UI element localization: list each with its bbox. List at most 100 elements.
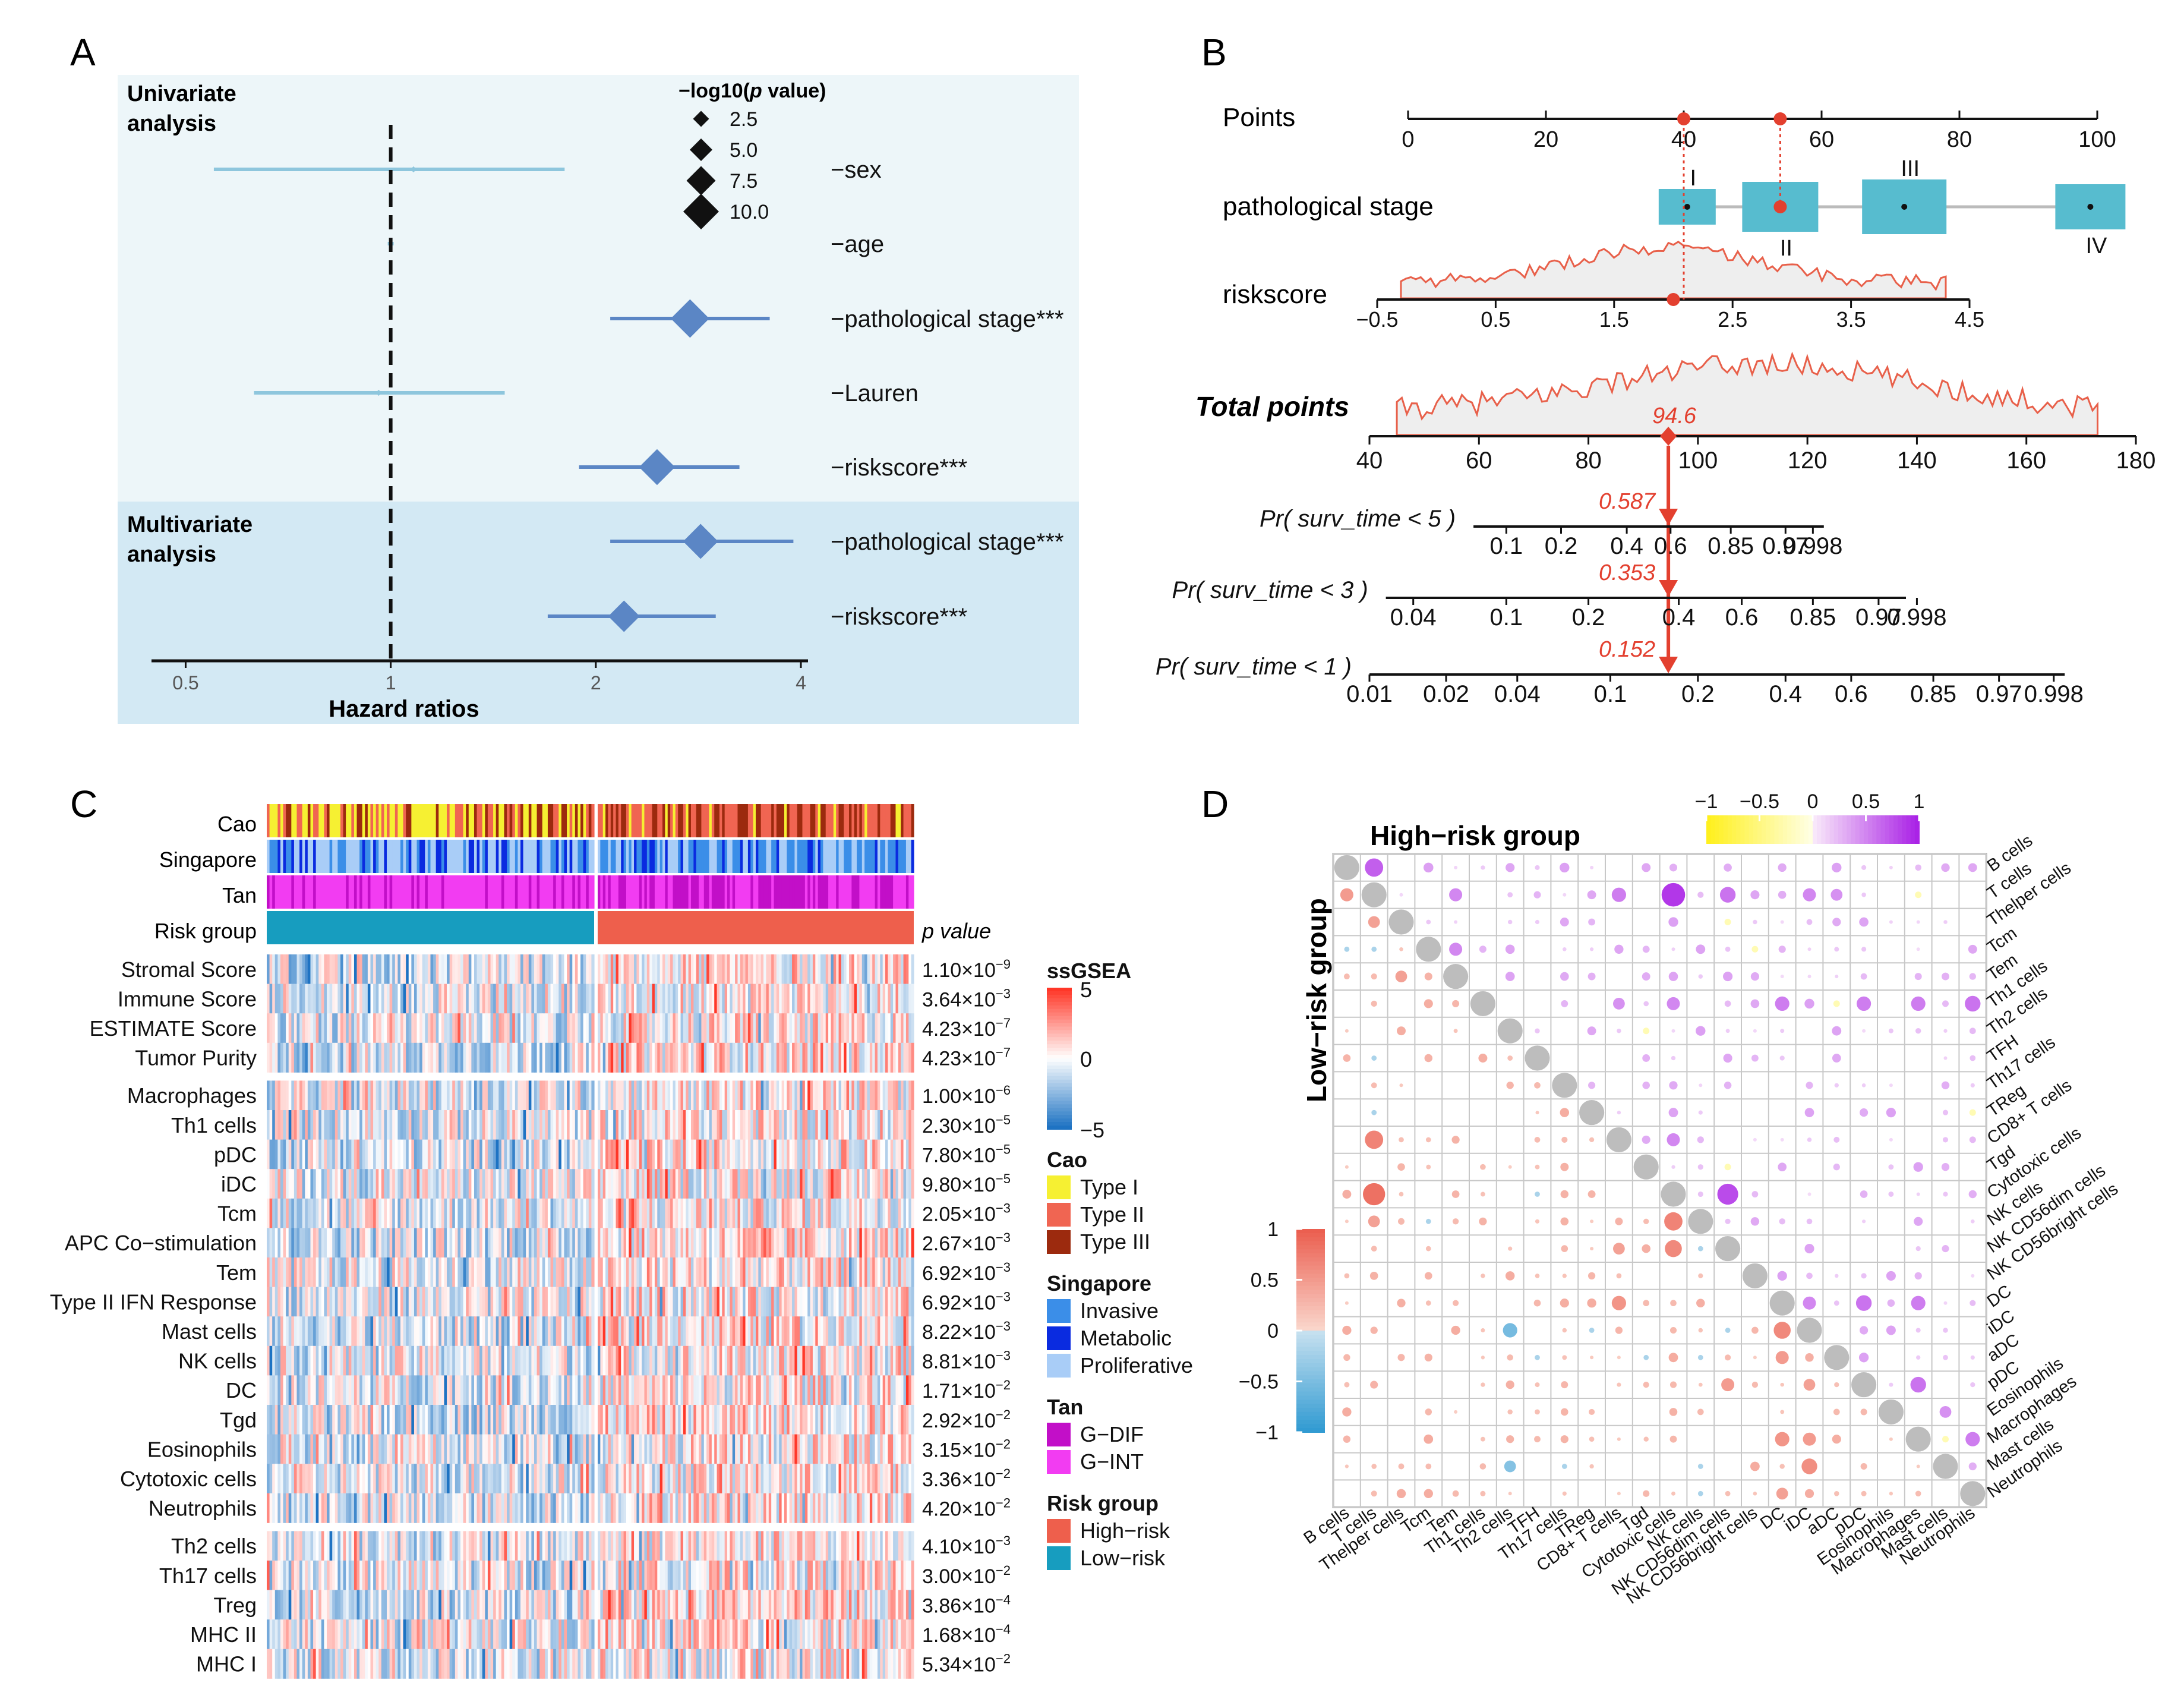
heat-cell: [427, 954, 431, 984]
singapore-cell: [743, 840, 746, 873]
heat-cell: [756, 1257, 759, 1287]
heat-cell: [905, 984, 909, 1014]
tan-cell: [591, 875, 595, 909]
heat-cell: [362, 1080, 365, 1111]
heat-cell: [384, 1257, 387, 1287]
prob-label-close: ): [1337, 654, 1352, 680]
heat-cell: [389, 1042, 393, 1073]
cao-cell: [610, 804, 614, 837]
heat-cell: [600, 1198, 604, 1228]
heat-cell: [586, 984, 589, 1014]
heat-cell: [875, 1257, 878, 1287]
heat-cell: [536, 1345, 540, 1376]
heat-cell: [747, 1345, 751, 1376]
singapore-cell: [490, 840, 494, 873]
heat-cell: [367, 1198, 371, 1228]
cao-cell: [329, 804, 333, 837]
heat-cell: [307, 1198, 311, 1228]
heat-cell: [683, 1042, 686, 1073]
heat-cell: [717, 1257, 720, 1287]
cao-cell: [613, 804, 617, 837]
heat-cell: [610, 1139, 614, 1170]
heat-cell: [901, 1405, 904, 1435]
heat-cell: [893, 1287, 897, 1317]
heat-cell: [610, 1257, 614, 1287]
heat-cell: [509, 984, 513, 1014]
heat-cell: [690, 1257, 694, 1287]
heat-cell: [621, 1228, 624, 1258]
cao-cell: [274, 804, 278, 837]
heat-cell: [545, 1434, 548, 1464]
heat-cell: [646, 1198, 650, 1228]
heat-cell: [536, 1139, 540, 1170]
heat-cell: [717, 1139, 720, 1170]
heat-cell: [893, 1316, 897, 1347]
singapore-cell: [318, 840, 322, 873]
heat-cell: [618, 1228, 621, 1258]
heat-cell: [792, 1042, 796, 1073]
heat-cell: [435, 1405, 439, 1435]
heat-cell: [911, 1405, 914, 1435]
heat-cell: [753, 1080, 756, 1111]
heat-cell: [662, 984, 665, 1014]
cao-cell: [389, 804, 393, 837]
heat-cell: [269, 1169, 273, 1199]
cao-cell: [841, 804, 844, 837]
heat-cell: [831, 984, 834, 1014]
heat-cell: [441, 1139, 445, 1170]
heat-cell: [714, 1316, 718, 1347]
heat-cell: [305, 984, 308, 1014]
heat-cell: [719, 1345, 722, 1376]
tan-cell: [572, 875, 576, 909]
heat-cell: [693, 1198, 697, 1228]
heat-cell: [575, 954, 579, 984]
heat-cell: [498, 1110, 502, 1140]
heat-cell: [561, 1198, 565, 1228]
total-points-marker: [1660, 427, 1677, 446]
heat-cell: [365, 1139, 368, 1170]
heat-cell: [556, 1198, 559, 1228]
heat-cell: [836, 1139, 839, 1170]
heat-cell: [408, 954, 412, 984]
heat-cell: [831, 1080, 834, 1111]
heat-cell: [572, 1405, 576, 1435]
heat-cell: [605, 1434, 609, 1464]
heat-cell: [905, 1287, 909, 1317]
heat-cell: [474, 1405, 478, 1435]
heat-cell: [642, 1013, 645, 1044]
cao-cell: [447, 804, 450, 837]
heat-cell: [517, 1287, 521, 1317]
heat-cell: [662, 1198, 665, 1228]
heat-cell: [890, 954, 894, 984]
cao-cell: [787, 804, 790, 837]
heat-cell: [299, 1287, 303, 1317]
heat-cell: [531, 1287, 535, 1317]
singapore-cell: [531, 840, 535, 873]
tan-cell: [740, 875, 743, 909]
heat-cell: [885, 1228, 888, 1258]
heat-cell: [623, 1316, 627, 1347]
heat-cell: [869, 1345, 873, 1376]
heat-cell: [665, 954, 668, 984]
heat-cell: [365, 1287, 368, 1317]
heat-cell: [654, 984, 658, 1014]
heat-cell: [288, 1080, 292, 1111]
cao-cell: [348, 804, 352, 837]
heat-cell: [890, 1228, 894, 1258]
heat-cell: [605, 1139, 609, 1170]
heat-cell: [706, 1316, 710, 1347]
heat-cell: [485, 1198, 488, 1228]
heat-cell: [591, 1405, 595, 1435]
heat-cell: [394, 1198, 398, 1228]
heat-cell: [310, 1345, 314, 1376]
tan-cell: [334, 875, 338, 909]
singapore-cell: [686, 840, 689, 873]
heat-cell: [690, 1198, 694, 1228]
heat-cell: [774, 1080, 777, 1111]
heat-cell: [583, 1013, 586, 1044]
heat-cell: [444, 1013, 447, 1044]
heat-cell: [370, 1042, 374, 1073]
heat-cell: [542, 1013, 545, 1044]
heat-cell: [375, 1042, 379, 1073]
singapore-cell: [787, 840, 790, 873]
